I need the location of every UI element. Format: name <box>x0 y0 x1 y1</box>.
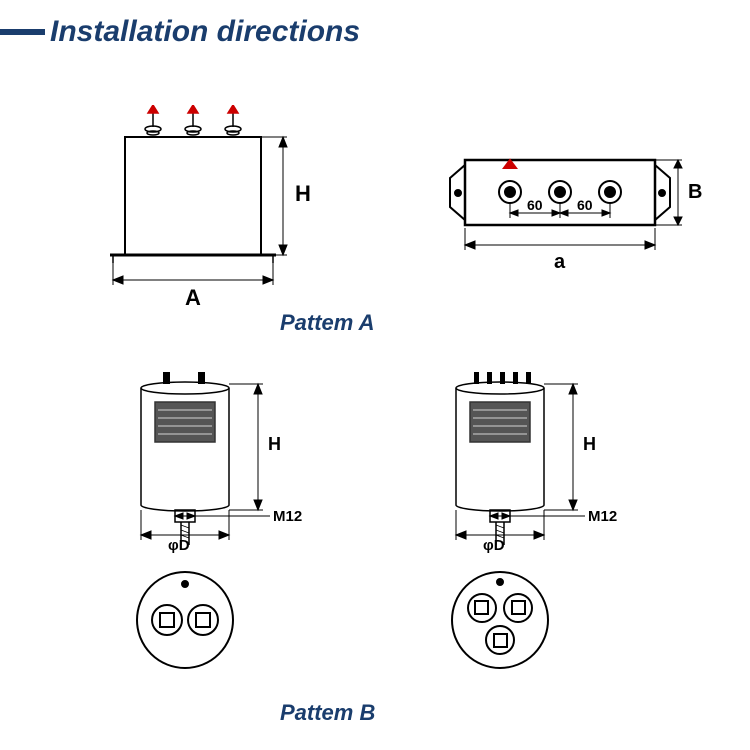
pattern-a-front-svg: H A <box>95 105 325 310</box>
pattern-a-top: 60 60 B a <box>430 150 710 300</box>
pattern-b-unit1-svg: H M12 φD <box>115 370 335 690</box>
pattern-b-unit2-svg: H M12 φD <box>430 370 650 690</box>
pattern-b-unit1: H M12 φD <box>115 370 335 690</box>
dim-a2-label: a <box>554 251 566 273</box>
unit2-h: H <box>583 434 596 454</box>
page-title: Installation directions <box>50 15 360 49</box>
header-decor-line <box>0 29 45 35</box>
unit1-dia: φD <box>168 537 190 554</box>
unit1-thread: M12 <box>273 508 302 525</box>
dim-b-label: B <box>688 181 702 203</box>
pattern-a-label: Pattem A <box>280 310 375 336</box>
unit2-dia: φD <box>483 537 505 554</box>
unit1-h: H <box>268 434 281 454</box>
pattern-b-unit2: H M12 φD <box>430 370 650 690</box>
dim-h-label: H <box>295 181 311 206</box>
dim-a-label: A <box>185 285 201 310</box>
pattern-b-label: Pattem B <box>280 700 375 726</box>
spacing-2: 60 <box>577 197 593 213</box>
unit2-thread: M12 <box>588 508 617 525</box>
pattern-a-top-svg: 60 60 B a <box>430 150 710 300</box>
header: Installation directions <box>0 0 750 49</box>
spacing-1: 60 <box>527 197 543 213</box>
pattern-a-front: H A <box>95 105 325 310</box>
